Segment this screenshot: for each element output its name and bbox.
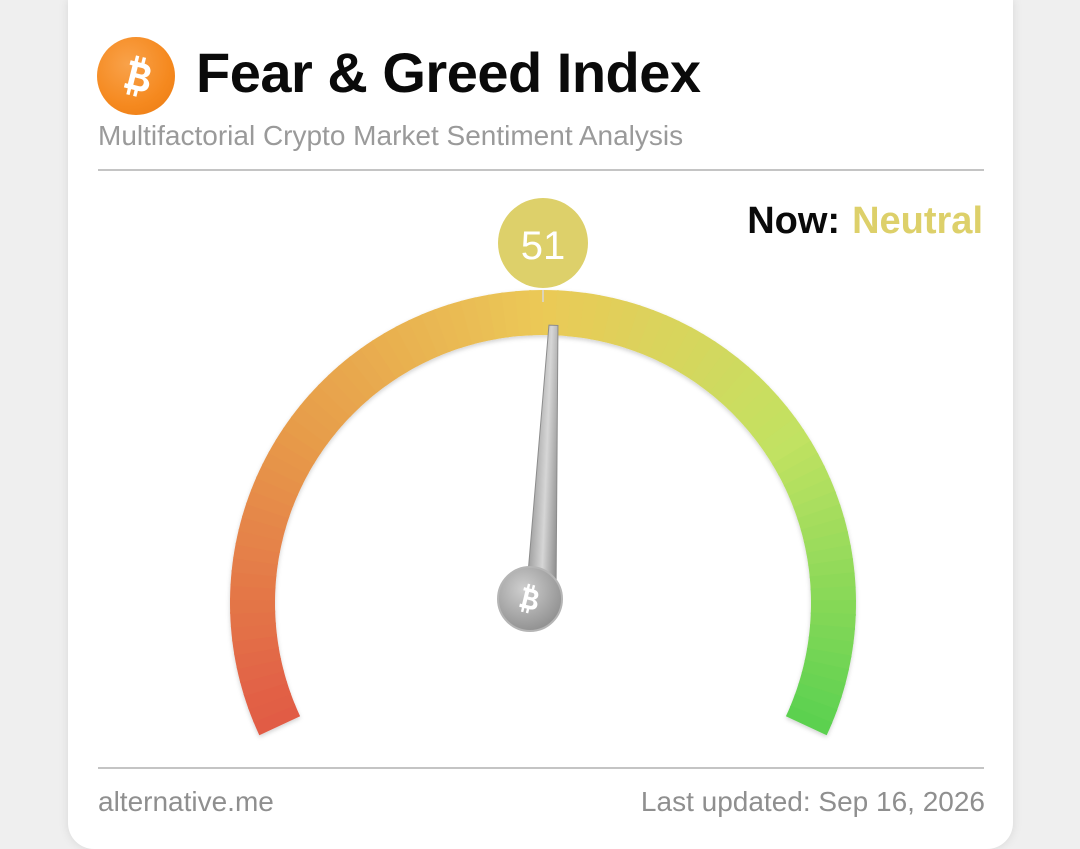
gauge-arc-segment <box>810 586 856 603</box>
gauge-arc-segment <box>758 417 805 456</box>
gauge-arc-segment <box>735 385 780 427</box>
now-label: Now: <box>747 200 841 242</box>
gauge-arc-segment <box>515 290 533 337</box>
page-subtitle: Multifactorial Crypto Market Sentiment A… <box>98 120 684 151</box>
gauge-arc-segment <box>348 347 388 393</box>
gauge-arc-segment <box>718 366 760 410</box>
header-divider <box>98 169 984 171</box>
gauge-arc-segment <box>239 669 288 697</box>
gauge-arc-segment <box>658 320 693 368</box>
gauge-arc-segment <box>800 517 849 543</box>
gauge-arc-segment <box>751 406 797 446</box>
gauge-arc-segment <box>709 357 750 402</box>
gauge-arc-segment <box>798 671 846 699</box>
gauge-arc-segment <box>810 599 856 617</box>
gauge-arc-segment <box>238 515 286 542</box>
gauge-arc-segment <box>236 657 284 683</box>
gauge-arc-segment <box>460 297 486 345</box>
gauge-arc-segment <box>268 438 315 475</box>
value-badge <box>498 198 588 288</box>
gauge-arc-segment <box>433 304 463 352</box>
page-title: Fear & Greed Index <box>196 41 701 104</box>
bitcoin-logo-icon <box>97 37 175 115</box>
gauge-arc-segment <box>241 501 290 530</box>
gauge-arc-segment <box>243 681 291 710</box>
gauge-arc-segment <box>299 394 344 435</box>
gauge-arc-segment <box>804 648 852 672</box>
gauge-arc-segment <box>233 542 281 565</box>
gauge-arc-segment <box>765 428 812 466</box>
gauge-arc-segment <box>613 301 642 349</box>
gauge-arc-segment <box>543 290 560 336</box>
last-updated: Last updated: Sep 16, 2026 <box>640 786 985 817</box>
gauge-arc-segment <box>290 404 336 445</box>
gauge-arc-segment <box>256 463 304 496</box>
gauge-arc-segment <box>790 694 838 725</box>
gauge-arc-segment <box>689 341 728 387</box>
gauge-arc-segment <box>338 356 379 401</box>
gauge-arc-segment <box>679 333 717 380</box>
gauge-arc-segment <box>699 349 739 394</box>
gauge-arc-segment <box>246 488 294 519</box>
gauge-arc-segment <box>647 314 680 362</box>
needle-hub <box>497 566 563 632</box>
status-classification: Neutral <box>852 200 983 242</box>
gauge-value-label: 51 <box>521 224 566 268</box>
gauge-arc-segment <box>360 340 398 386</box>
gauge-arc-segment <box>420 308 452 357</box>
gauge-arc-segment <box>727 375 770 419</box>
current-status: Now: Neutral <box>747 198 983 244</box>
gauge-arc-segment <box>794 682 842 712</box>
gauge-arc-segment <box>395 319 430 367</box>
gauge-arc-segment <box>446 300 474 348</box>
gauge-arc-segment <box>327 365 369 409</box>
gauge-arc-segment <box>803 530 851 555</box>
fear-greed-card: Fear & Greed Index Multifactorial Crypto… <box>68 0 1013 849</box>
gauge-arc-segment <box>743 395 788 437</box>
gauge-arc-segment <box>230 583 276 601</box>
gauge-arc-segment <box>788 477 836 509</box>
sentiment-gauge: 51 <box>230 198 856 736</box>
gauge-arc-segment <box>602 297 628 346</box>
gauge-arc-segment <box>529 290 546 336</box>
gauge-arc-segment <box>247 692 296 723</box>
gauge-arc-segment <box>778 452 825 487</box>
bitcoin-hub-icon <box>519 583 539 614</box>
gauge-arc-segment <box>230 597 276 614</box>
gauge-arc-segment <box>275 427 322 465</box>
gauge-arc-segment <box>636 309 668 358</box>
source-link[interactable]: alternative.me <box>98 786 274 817</box>
gauge-arc-segment <box>793 490 841 520</box>
gauge-arc-segment <box>797 503 845 532</box>
gauge-arc-segment <box>261 451 309 486</box>
gauge-arc-segment <box>282 415 329 454</box>
gauge-arc-segment <box>806 636 854 658</box>
gauge-arc-segment <box>235 528 283 553</box>
gauge-arc-segment <box>801 659 849 685</box>
gauge-arc-segment <box>230 622 278 642</box>
gauge-arc-segment <box>783 465 831 498</box>
footer-divider <box>98 767 984 769</box>
gauge-arc <box>230 290 856 736</box>
gauge-arc-segment <box>250 475 299 507</box>
gauge-arc-segment <box>308 384 352 426</box>
gauge-arc-segment <box>501 291 521 338</box>
gauge-arc-segment <box>317 374 361 417</box>
gauge-arc-segment <box>590 294 615 343</box>
gauge-arc-segment <box>407 314 440 362</box>
gauge-arc-segment <box>371 332 408 379</box>
gauge-arc-segment <box>252 703 301 736</box>
gauge-arc-segment <box>669 326 705 374</box>
gauge-arc-segment <box>230 610 276 628</box>
gauge-arc-segment <box>772 440 819 477</box>
gauge-arc-segment <box>785 705 833 736</box>
gauge-arc-segment <box>809 572 856 591</box>
gauge-arc-segment <box>383 325 419 373</box>
gauge-needle <box>525 324 559 600</box>
gauge-arc-segment <box>625 305 655 353</box>
gauge-arc-segment <box>578 292 601 340</box>
